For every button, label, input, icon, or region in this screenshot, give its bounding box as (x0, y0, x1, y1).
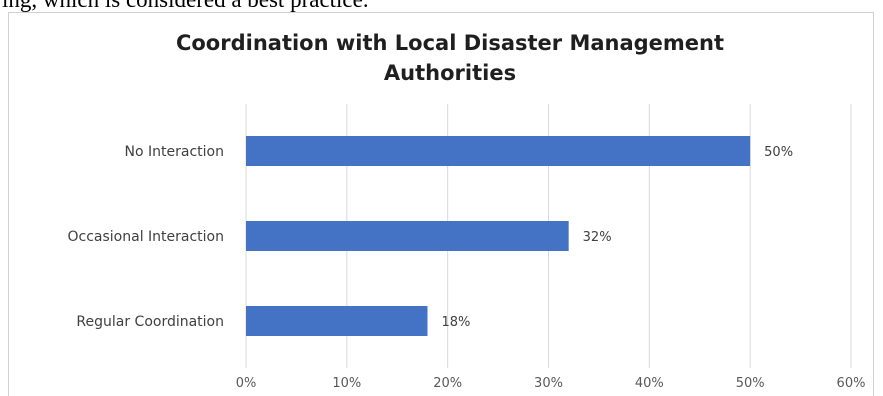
category-label-1: Occasional Interaction (68, 229, 225, 245)
x-tick-label-5: 50% (736, 376, 765, 391)
document-text-fragment: ing, which is considered a best practice… (2, 0, 369, 12)
x-tick-label-3: 30% (534, 376, 563, 391)
bar-1 (246, 221, 569, 251)
category-label-2: Regular Coordination (76, 314, 224, 330)
category-label-0: No Interaction (125, 144, 224, 160)
x-tick-label-4: 40% (635, 376, 664, 391)
x-tick-label-0: 0% (236, 376, 257, 391)
bar-2 (246, 306, 428, 336)
data-label-1: 32% (583, 230, 612, 245)
data-label-2: 18% (442, 315, 471, 330)
chart-title-line-1: Coordination with Local Disaster Managem… (175, 31, 725, 55)
data-label-0: 50% (764, 145, 793, 160)
chart-title-line-2: Authorities (383, 61, 517, 85)
chart-frame (8, 12, 874, 396)
x-tick-label-2: 20% (433, 376, 462, 391)
bar-0 (246, 136, 751, 166)
x-tick-label-1: 10% (332, 376, 361, 391)
x-tick-label-6: 60% (837, 376, 866, 391)
